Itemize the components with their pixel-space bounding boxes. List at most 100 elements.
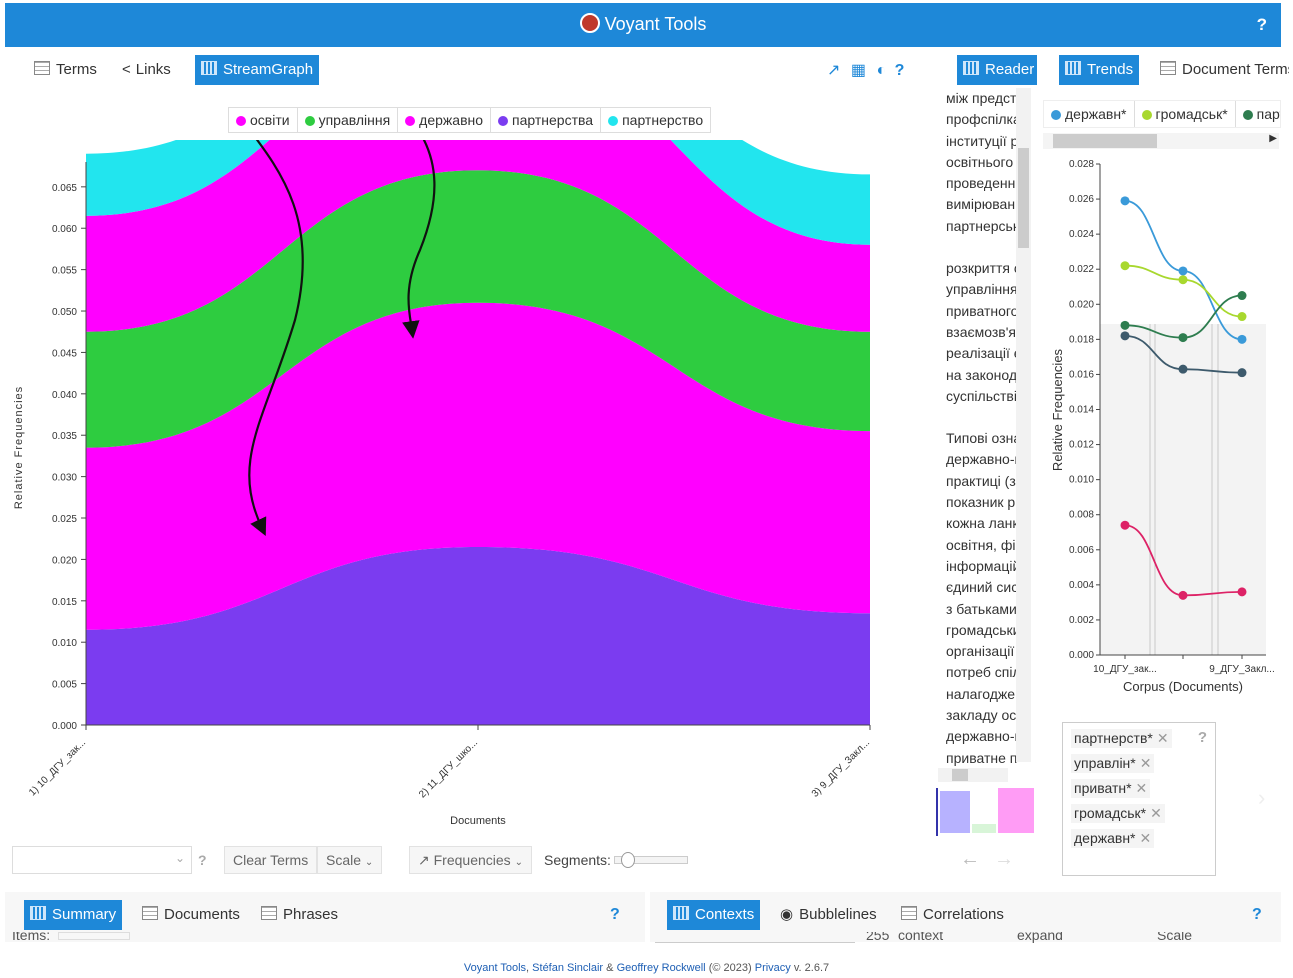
reader-line: організації (946, 643, 1015, 660)
help-icon[interactable]: ? (1197, 729, 1207, 746)
tab-streamgraph-label: StreamGraph (223, 61, 314, 78)
term-search-input[interactable]: ⌄ (12, 846, 192, 874)
legend-label: освіти (250, 112, 290, 128)
series-point (1178, 266, 1188, 276)
legend-item[interactable]: управління (298, 108, 399, 132)
tab-document-terms[interactable]: Document Terms (1154, 55, 1289, 85)
x-axis-title: Documents (450, 815, 506, 827)
grid-icon (1160, 61, 1176, 75)
scale-button[interactable]: Scale ⌄ (317, 846, 383, 874)
help-icon[interactable]: ? (610, 906, 620, 923)
nav-forward-icon[interactable]: → (994, 848, 1014, 870)
remove-icon[interactable]: ✕ (1135, 780, 1148, 796)
reader-overview[interactable] (936, 788, 1036, 836)
help-icon[interactable]: ? (894, 62, 905, 79)
trends-scroll-thumb[interactable] (1053, 134, 1157, 148)
reader-line: на законод (946, 366, 1018, 383)
segments-slider[interactable] (614, 852, 688, 868)
trends-chart: 0.000 0.002 0.004 0.006 0.008 0.010 0.012 0.014… (1050, 159, 1275, 694)
next-arrow-icon[interactable]: › (1258, 785, 1266, 810)
context-search-input[interactable] (655, 932, 855, 943)
reader-line: налагоджен (946, 685, 1018, 702)
chevron-down-icon[interactable]: ⌄ (174, 851, 185, 865)
trends-scroll[interactable]: ▶ (1043, 133, 1279, 149)
reader-line: приватного (946, 302, 1018, 319)
tab-correlations[interactable]: Correlations (895, 900, 1010, 930)
items-slider[interactable] (58, 932, 130, 940)
legend-item[interactable]: партнерство (601, 108, 710, 132)
share-icon: < (122, 61, 131, 78)
grid-icon (34, 61, 50, 75)
reader-scrollbar[interactable] (1016, 88, 1031, 762)
slider-handle[interactable] (621, 852, 635, 868)
overview-segment (998, 788, 1034, 833)
y-tick-label: 0.030 (52, 473, 77, 484)
remove-icon[interactable]: ✕ (1150, 805, 1162, 821)
legend-label: громадськ* (1155, 106, 1228, 122)
toggle-icon[interactable]: ◐ (876, 62, 887, 79)
scroll-thumb[interactable] (1018, 148, 1029, 248)
reader-line: управління (946, 281, 1018, 298)
tab-contexts[interactable]: Contexts (667, 900, 761, 930)
legend-item[interactable]: державно (398, 108, 492, 132)
author-link[interactable]: Geoffrey Rockwell (616, 962, 706, 974)
term-chip[interactable]: партнерств* ✕ (1063, 723, 1215, 748)
annotation-arrow (402, 140, 436, 339)
legend-item[interactable]: парт (1236, 101, 1280, 127)
chevron-down-icon: ⌄ (364, 857, 374, 868)
term-chip[interactable]: приватн* ✕ (1063, 773, 1215, 798)
series-point (1178, 275, 1188, 285)
x-tick-label: 1) 10_ДГУ_зак... (27, 737, 88, 798)
help-icon[interactable]: ? (1256, 15, 1267, 34)
tab-documents-label: Documents (164, 906, 240, 923)
remove-icon[interactable]: ✕ (1139, 830, 1152, 846)
eye-icon: ◉ (780, 906, 794, 923)
bottom-strip: Items: 255 context expand Scale (0, 932, 1293, 946)
legend-item[interactable]: державн* (1044, 101, 1135, 127)
export-icon[interactable]: ↗ (827, 62, 841, 79)
y-axis-title: Relative Frequencies (1050, 348, 1065, 471)
tab-reader[interactable]: Reader (957, 55, 1037, 85)
series-point (1237, 334, 1247, 344)
clear-terms-button[interactable]: Clear Terms (224, 846, 318, 874)
windows-icon[interactable]: ▦ (850, 62, 866, 79)
frequencies-button[interactable]: ↗ Frequencies ⌄ (409, 846, 532, 874)
reader-paragraph: між предст профспілка інституції р освітньо… (946, 88, 1018, 237)
nav-back-icon[interactable]: ← (960, 848, 980, 870)
legend-item[interactable]: освіти (229, 108, 298, 132)
footer-amp: & (606, 962, 614, 974)
tab-phrases[interactable]: Phrases (255, 900, 344, 930)
scroll-right-icon[interactable]: ▶ (1269, 133, 1277, 144)
legend-item[interactable]: громадськ* (1135, 101, 1236, 127)
term-chip[interactable]: державн* ✕ (1063, 823, 1215, 848)
term-chip[interactable]: громадськ* ✕ (1063, 798, 1215, 823)
author-link[interactable]: Stéfan Sinclair (532, 962, 604, 974)
hscroll-thumb[interactable] (952, 769, 968, 781)
privacy-link[interactable]: Privacy (754, 962, 791, 974)
panel-tools: ↗ ▦ ◐ ? (827, 60, 904, 80)
term-chip-label: громадськ* (1074, 805, 1147, 821)
stream-layer (86, 140, 870, 332)
legend-item[interactable]: партнерства (491, 108, 602, 132)
help-icon[interactable]: ? (1252, 906, 1262, 923)
y-tick-label: 0.000 (1069, 650, 1094, 661)
remove-icon[interactable]: ✕ (1156, 730, 1169, 746)
tab-summary[interactable]: Summary (24, 900, 123, 930)
tab-streamgraph[interactable]: StreamGraph (195, 55, 320, 85)
stream-layer (86, 546, 870, 725)
voyant-link[interactable]: Voyant Tools (463, 962, 527, 974)
segments-label: Segments: (544, 852, 611, 868)
tab-documents[interactable]: Documents (136, 900, 246, 930)
remove-icon[interactable]: ✕ (1139, 755, 1152, 771)
series-point (1178, 590, 1188, 600)
reader-hscroll[interactable] (938, 768, 1008, 782)
series-point (1237, 291, 1247, 301)
tab-trends[interactable]: Trends (1059, 55, 1140, 85)
y-tick-label: 0.065 (52, 183, 77, 194)
help-icon[interactable]: ? (198, 852, 207, 868)
tab-links[interactable]: < Links (116, 55, 177, 85)
tab-terms[interactable]: Terms (28, 55, 103, 85)
term-chip[interactable]: управлін* ✕ (1063, 748, 1215, 773)
voyant-logo-icon (579, 13, 600, 33)
tab-bubblelines[interactable]: ◉ Bubblelines (774, 900, 883, 930)
